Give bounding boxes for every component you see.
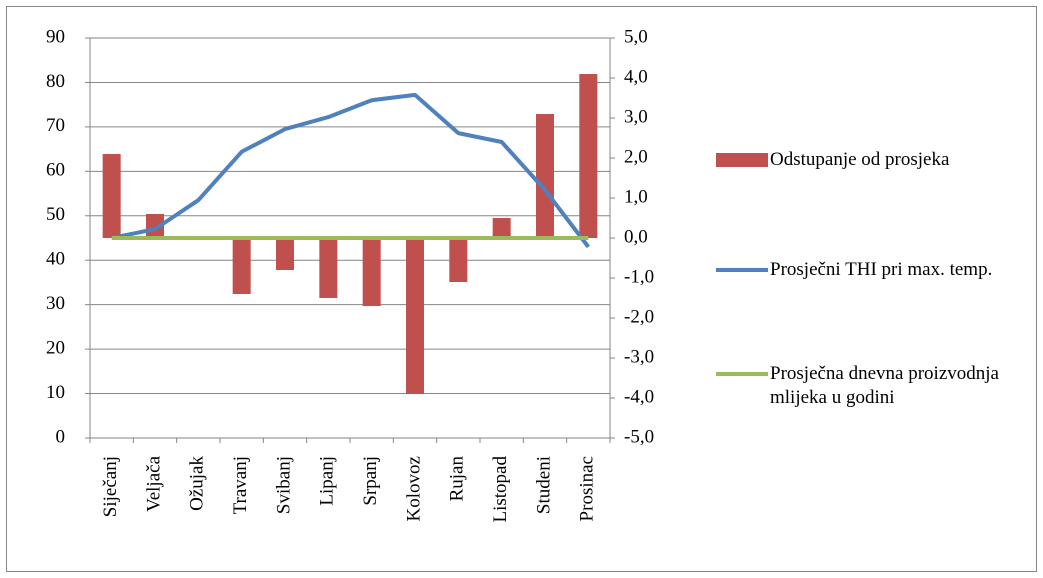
bar bbox=[102, 154, 121, 238]
y-tick-label: 60 bbox=[46, 160, 65, 181]
bar bbox=[276, 238, 294, 270]
y2-tick-label: -2,0 bbox=[624, 306, 654, 327]
x-tick-label: Veljača bbox=[143, 455, 164, 511]
legend-label: Prosječna dnevna proizvodnja mlijeka u g… bbox=[770, 363, 999, 408]
y-tick-label: 20 bbox=[46, 337, 65, 358]
line bbox=[111, 92, 590, 249]
legend-label: Odstupanje od prosjeka bbox=[770, 149, 950, 170]
bar bbox=[406, 238, 424, 394]
bar bbox=[449, 238, 468, 282]
legend-label: Prosječni THI pri max. temp. bbox=[770, 259, 993, 280]
x-tick-label: Prosinac bbox=[577, 456, 598, 521]
x-tick-label: Lipanj bbox=[317, 456, 338, 506]
y-tick-label: 50 bbox=[46, 204, 65, 225]
chart-border bbox=[6, 6, 1037, 572]
y2-tick-label: -3,0 bbox=[624, 346, 654, 367]
x-tick-label: Svibanj bbox=[273, 456, 294, 514]
y2-tick-label: 2,0 bbox=[624, 146, 648, 167]
x-tick-label: Travanj bbox=[230, 456, 251, 514]
y2-tick-label: 4,0 bbox=[624, 66, 648, 87]
x-tick-label: Kolovoz bbox=[403, 456, 424, 521]
bar bbox=[536, 114, 554, 238]
bar bbox=[319, 238, 338, 298]
x-tick-label: Studeni bbox=[533, 456, 554, 514]
x-tick-label: Siječanj bbox=[100, 456, 121, 517]
legend-swatch bbox=[716, 153, 768, 167]
bar bbox=[232, 238, 251, 294]
y2-tick-label: -4,0 bbox=[624, 386, 654, 407]
bar bbox=[362, 238, 381, 306]
x-tick-label: Ožujak bbox=[187, 456, 208, 511]
y-tick-label: 30 bbox=[46, 293, 65, 314]
y2-tick-label: -1,0 bbox=[624, 266, 654, 287]
y-tick-label: 70 bbox=[46, 115, 65, 136]
y2-tick-label: 3,0 bbox=[624, 106, 648, 127]
y2-tick-label: 1,0 bbox=[624, 186, 648, 207]
x-tick-label: Listopad bbox=[490, 456, 511, 523]
x-tick-label: Rujan bbox=[447, 456, 468, 502]
y-tick-label: 0 bbox=[56, 426, 66, 447]
x-tick-label: Srpanj bbox=[360, 456, 381, 506]
y2-tick-label: 5,0 bbox=[624, 26, 648, 47]
bar bbox=[579, 74, 598, 238]
y2-tick-label: -5,0 bbox=[624, 426, 654, 447]
y-tick-label: 80 bbox=[46, 71, 65, 92]
y-tick-label: 10 bbox=[46, 382, 65, 403]
y-tick-label: 90 bbox=[46, 26, 65, 47]
bar bbox=[492, 218, 511, 238]
y2-tick-label: 0,0 bbox=[624, 226, 648, 247]
y-tick-label: 40 bbox=[46, 249, 65, 270]
